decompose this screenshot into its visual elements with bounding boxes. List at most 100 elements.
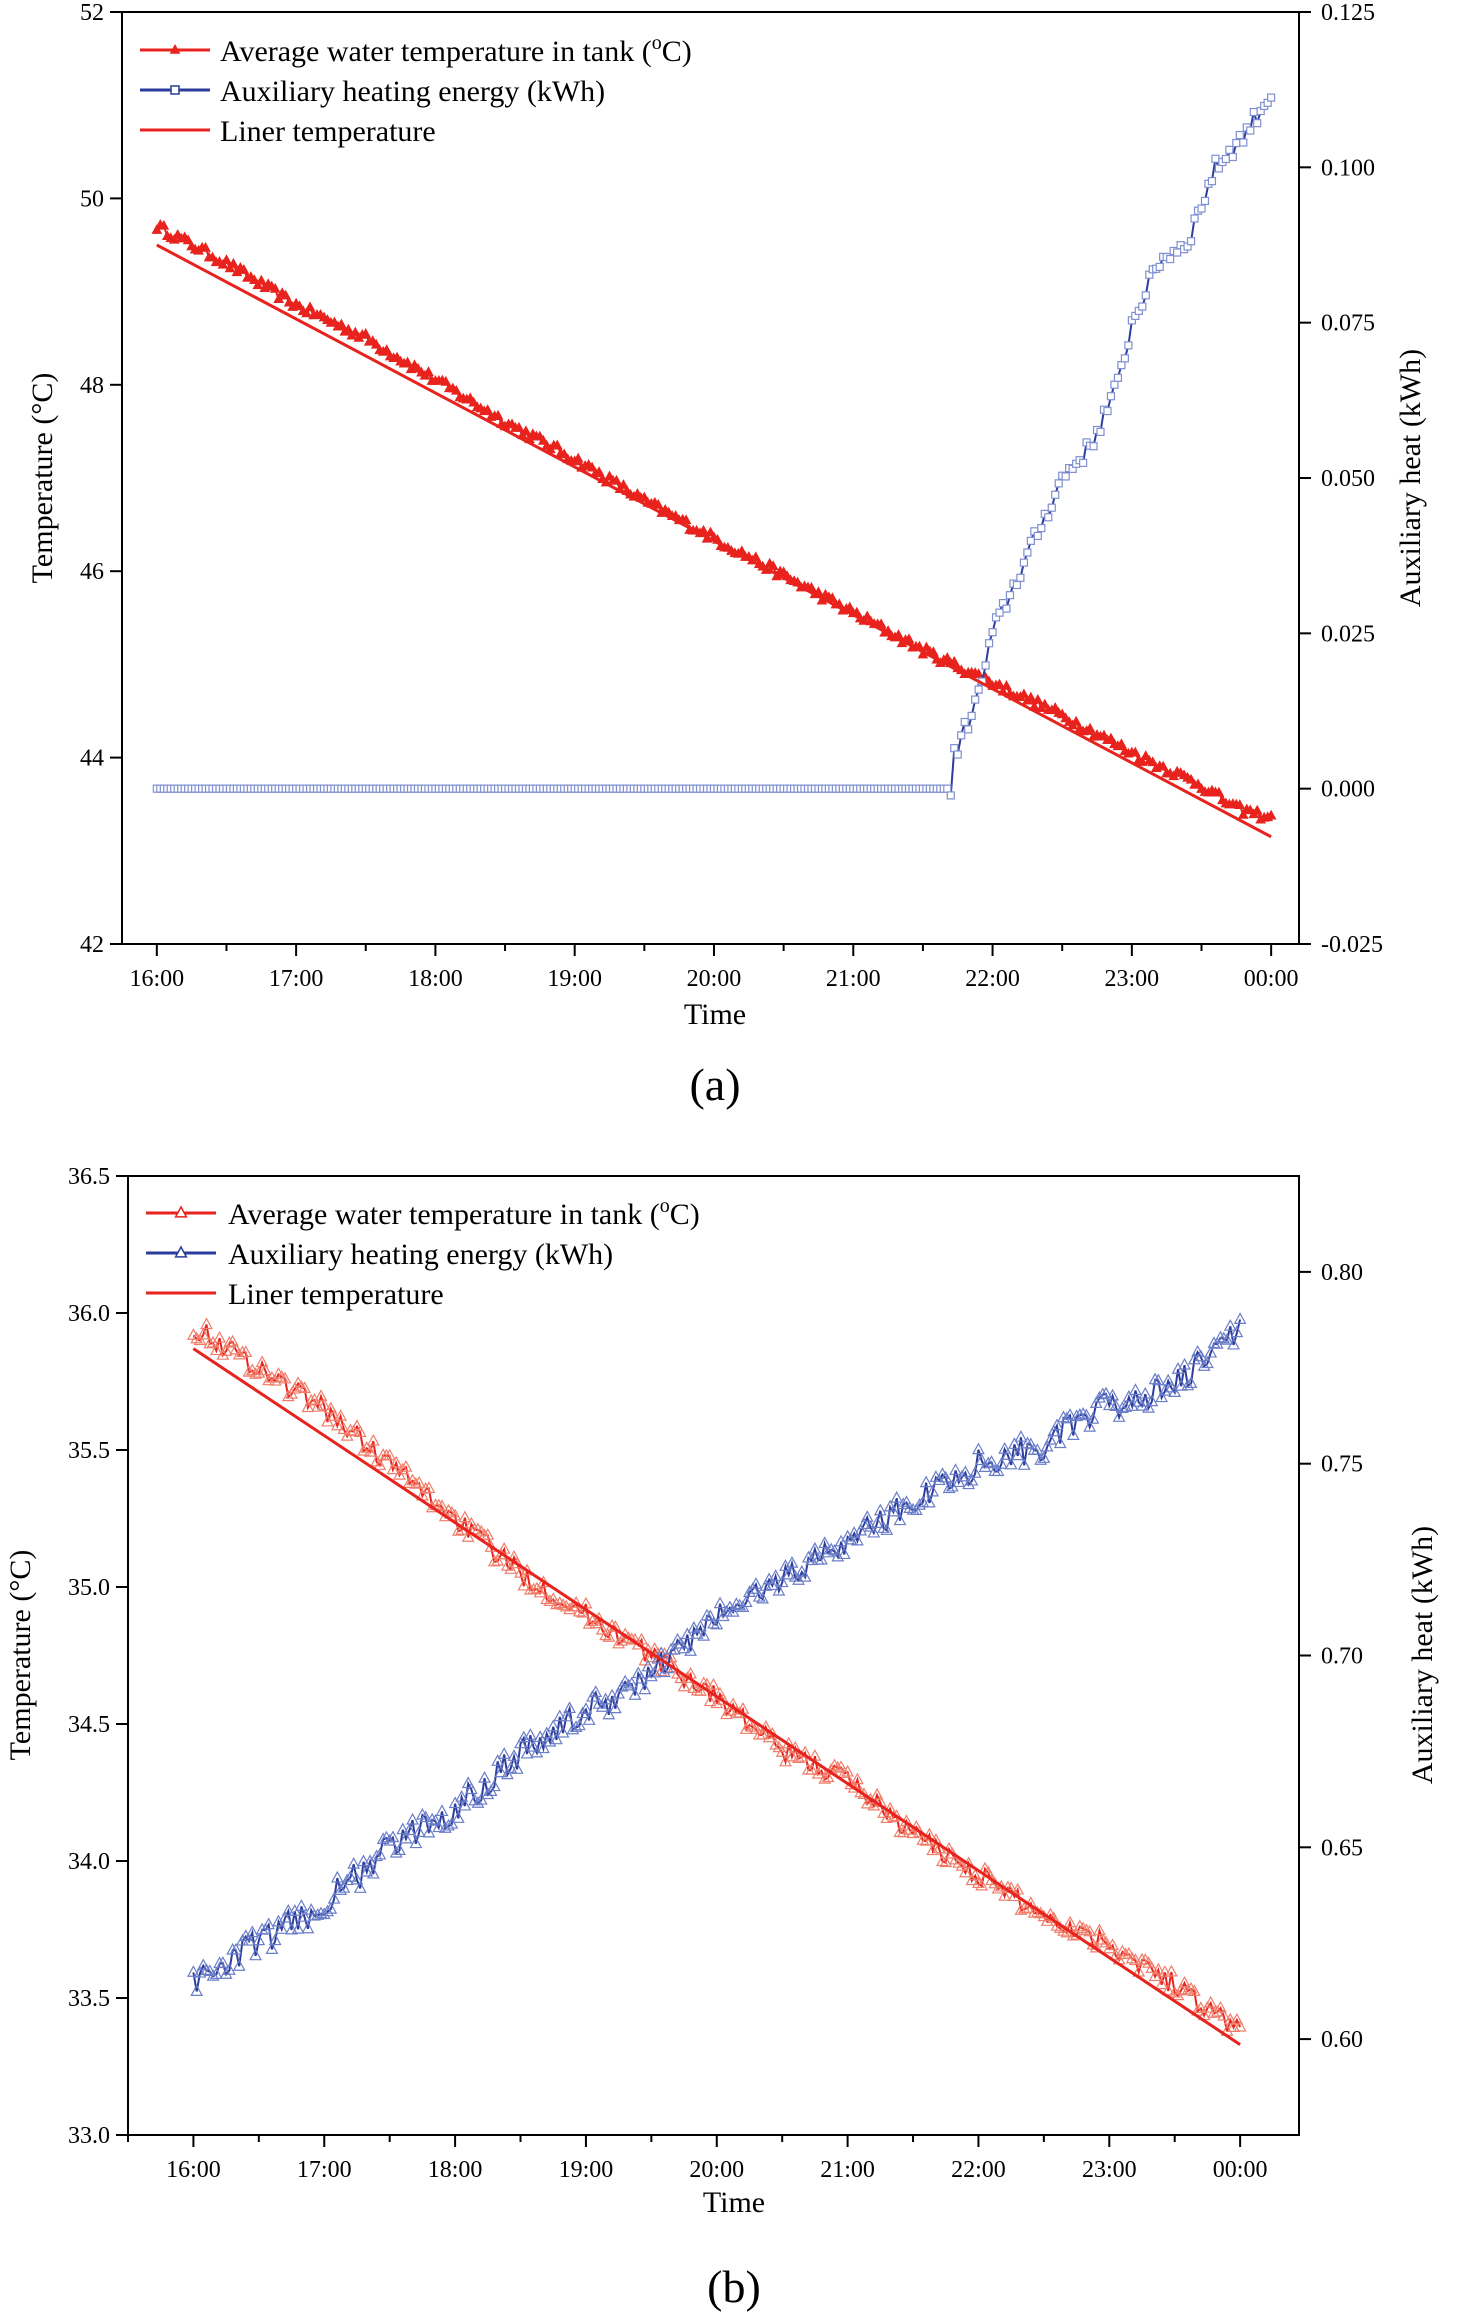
data-point	[903, 1501, 917, 1513]
data-point	[442, 1818, 455, 1831]
data-point	[837, 1766, 851, 1778]
data-point	[1102, 1941, 1116, 1954]
data-point	[981, 661, 990, 670]
x-tick-label: 23:00	[1105, 966, 1160, 992]
data-point	[265, 1942, 279, 1954]
data-point	[255, 274, 267, 285]
data-point	[1096, 427, 1105, 437]
data-point	[158, 219, 170, 230]
data-point	[994, 1457, 1008, 1469]
data-point	[792, 1751, 805, 1763]
data-point	[1084, 722, 1096, 733]
data-point	[919, 1833, 933, 1846]
data-point	[805, 1762, 819, 1775]
data-point	[566, 1722, 580, 1735]
data-point	[422, 1481, 436, 1494]
data-point	[756, 1591, 769, 1604]
data-point	[242, 1933, 256, 1946]
data-point	[1184, 1376, 1198, 1388]
y-right-tick-label: 0.050	[1321, 466, 1375, 492]
data-point	[182, 234, 194, 245]
data-point	[301, 1921, 315, 1934]
data-point	[602, 1630, 616, 1642]
data-point	[1037, 523, 1046, 533]
data-point	[694, 1619, 707, 1632]
data-point	[867, 1798, 881, 1811]
data-point	[750, 551, 762, 562]
data-point	[203, 1336, 217, 1349]
data-point	[1225, 145, 1234, 154]
data-point	[896, 1497, 910, 1510]
x-tick-label: 16:00	[166, 2157, 221, 2183]
data-point	[1099, 1935, 1113, 1948]
data-point	[1200, 196, 1210, 206]
data-point	[1086, 1411, 1100, 1424]
data-point	[383, 1833, 397, 1846]
data-point	[1171, 1988, 1185, 2001]
x-tick-label: 17:00	[269, 966, 324, 992]
data-point	[903, 633, 915, 644]
data-point	[308, 1392, 321, 1405]
data-point	[1073, 1919, 1087, 1932]
data-point	[782, 1567, 796, 1580]
data-point	[419, 1481, 433, 1494]
data-point	[1174, 1982, 1188, 1995]
data-point	[438, 1821, 452, 1833]
data-point	[425, 1812, 439, 1825]
data-point	[429, 1813, 442, 1826]
data-point	[327, 1891, 341, 1904]
data-point	[232, 1959, 246, 1971]
data-point	[622, 1678, 635, 1691]
data-point	[635, 1671, 648, 1684]
data-point	[1204, 1345, 1218, 1358]
data-point	[330, 1418, 344, 1431]
data-point	[373, 1458, 387, 1470]
data-point	[1050, 1418, 1064, 1431]
data-point	[347, 1857, 361, 1869]
data-point	[936, 1854, 949, 1867]
data-point	[710, 1617, 724, 1630]
data-point	[700, 1608, 714, 1621]
data-point	[1002, 604, 1011, 613]
data-point	[556, 1725, 570, 1738]
data-point	[870, 1516, 884, 1529]
data-point	[432, 1820, 446, 1833]
data-point	[1125, 1399, 1139, 1411]
data-point	[759, 1579, 773, 1591]
series-auxiliary-heating-energy	[152, 93, 1276, 800]
legend-marker-avg-temp	[169, 43, 181, 54]
y-left-tick-label: 35.0	[68, 1575, 110, 1601]
data-point	[677, 1679, 691, 1692]
data-point	[314, 1389, 328, 1401]
data-point	[1173, 248, 1182, 257]
data-point	[1214, 1330, 1227, 1343]
data-point	[497, 1542, 511, 1554]
data-point	[533, 1585, 547, 1598]
data-point	[1076, 1921, 1090, 1934]
y-right-tick-label: 0.000	[1321, 777, 1375, 803]
data-point	[913, 1497, 926, 1510]
data-point	[1166, 254, 1175, 264]
data-point	[1155, 1390, 1169, 1403]
data-point	[275, 1370, 289, 1382]
data-point	[350, 1872, 364, 1885]
data-point	[527, 1739, 541, 1752]
data-point	[1023, 548, 1032, 557]
data-point	[654, 1646, 668, 1659]
data-point	[946, 791, 955, 800]
x-axis-title: Time	[684, 998, 746, 1031]
data-point	[344, 1870, 357, 1882]
data-point	[680, 514, 692, 525]
series-liner-temperature	[156, 243, 1272, 839]
data-point	[1197, 1359, 1211, 1371]
data-point	[652, 498, 664, 509]
data-point	[988, 628, 997, 637]
data-point	[517, 1578, 531, 1591]
data-point	[1227, 1337, 1240, 1350]
data-point	[1253, 119, 1262, 128]
data-point	[350, 1419, 364, 1432]
series	[187, 1312, 1247, 2046]
data-point	[875, 618, 887, 629]
data-point	[543, 1594, 557, 1607]
data-point	[958, 1865, 972, 1878]
